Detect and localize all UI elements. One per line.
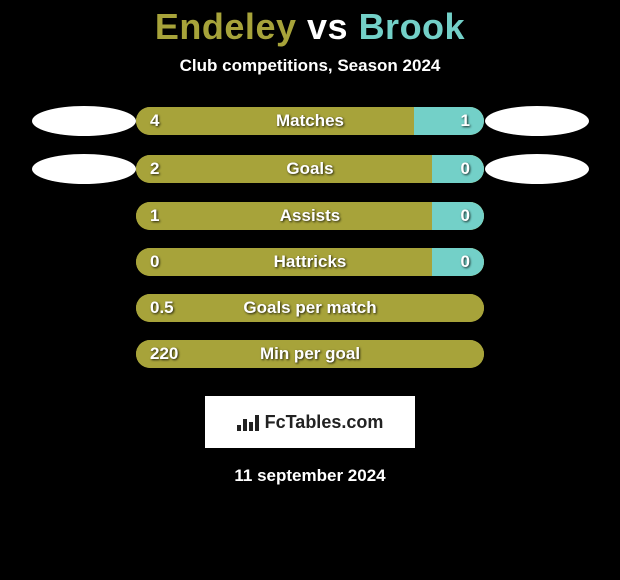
- stat-bar: 2 0 Goals: [136, 155, 484, 183]
- stat-bar: 4 1 Matches: [136, 107, 484, 135]
- stat-value-right: 1: [461, 111, 470, 131]
- brand-chart-icon: [237, 413, 259, 431]
- stat-row: 1 0 Assists: [0, 202, 620, 230]
- player-right-head-slot: [484, 154, 589, 184]
- player-left-head-slot: [31, 106, 136, 136]
- stat-bar-holder: 1 0 Assists: [136, 202, 484, 230]
- stat-bar-holder: 220 Min per goal: [136, 340, 484, 368]
- stat-bar-holder: 0 0 Hattricks: [136, 248, 484, 276]
- subtitle: Club competitions, Season 2024: [0, 56, 620, 76]
- stat-bar-fill-right: [414, 107, 484, 135]
- stat-bar-fill-right: [432, 155, 484, 183]
- stat-row: 4 1 Matches: [0, 106, 620, 136]
- brand-badge: FcTables.com: [205, 396, 415, 448]
- stat-value-left: 0.5: [150, 298, 174, 318]
- stat-bar-holder: 0.5 Goals per match: [136, 294, 484, 322]
- player-left-head-slot: [31, 154, 136, 184]
- stat-value-left: 0: [150, 252, 159, 272]
- player-left-head-icon: [32, 154, 136, 184]
- stat-value-left: 1: [150, 206, 159, 226]
- stat-label: Min per goal: [260, 344, 360, 364]
- stat-label: Hattricks: [274, 252, 347, 272]
- stat-value-left: 2: [150, 159, 159, 179]
- date-text: 11 september 2024: [0, 466, 620, 486]
- stat-row: 0.5 Goals per match: [0, 294, 620, 322]
- stat-row: 220 Min per goal: [0, 340, 620, 368]
- stat-bar-fill-right: [432, 202, 484, 230]
- stat-bar-fill-right: [432, 248, 484, 276]
- comparison-card: Endeley vs Brook Club competitions, Seas…: [0, 0, 620, 486]
- stat-row: 0 0 Hattricks: [0, 248, 620, 276]
- stats-area: 4 1 Matches 2 0 Goals 1 0 Assists 0 0 Hattricks 0.5 G…: [0, 106, 620, 386]
- player-left-head-icon: [32, 106, 136, 136]
- player-right-name: Brook: [359, 6, 466, 47]
- stat-label: Assists: [280, 206, 340, 226]
- player-right-head-icon: [485, 106, 589, 136]
- stat-label: Goals per match: [243, 298, 376, 318]
- stat-bar-holder: 4 1 Matches: [136, 107, 484, 135]
- stat-value-right: 0: [461, 206, 470, 226]
- stat-bar: 1 0 Assists: [136, 202, 484, 230]
- stat-value-left: 220: [150, 344, 178, 364]
- stat-label: Matches: [276, 111, 344, 131]
- stat-bar: 220 Min per goal: [136, 340, 484, 368]
- player-left-name: Endeley: [155, 6, 297, 47]
- stat-bar: 0 0 Hattricks: [136, 248, 484, 276]
- page-title: Endeley vs Brook: [0, 6, 620, 48]
- stat-bar: 0.5 Goals per match: [136, 294, 484, 322]
- stat-bar-holder: 2 0 Goals: [136, 155, 484, 183]
- stat-value-right: 0: [461, 159, 470, 179]
- player-right-head-slot: [484, 106, 589, 136]
- stat-label: Goals: [286, 159, 333, 179]
- vs-text: vs: [307, 6, 348, 47]
- brand-text: FcTables.com: [265, 412, 384, 433]
- stat-value-left: 4: [150, 111, 159, 131]
- player-right-head-icon: [485, 154, 589, 184]
- stat-value-right: 0: [461, 252, 470, 272]
- stat-row: 2 0 Goals: [0, 154, 620, 184]
